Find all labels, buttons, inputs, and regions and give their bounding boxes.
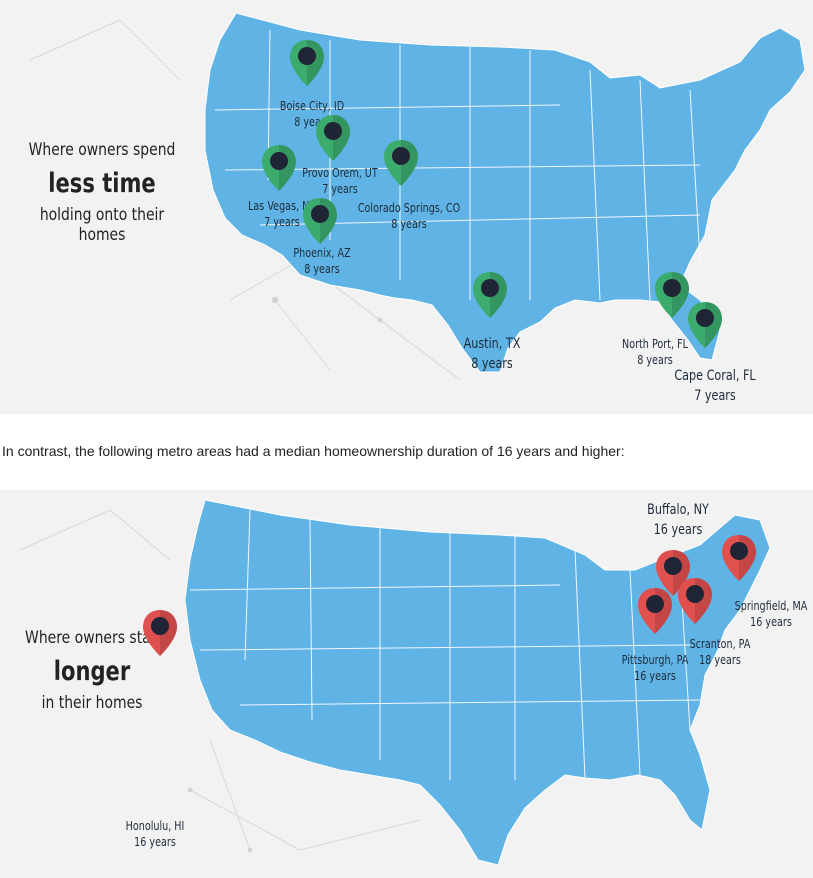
us-map [184, 499, 771, 866]
city-years: 16 years [134, 835, 176, 849]
city-name: Boise City, ID [279, 99, 345, 113]
city-name: Las Vegas, NV [248, 199, 316, 213]
city-label: Colorado Springs, CO 8 years [358, 200, 460, 232]
city-name: Cape Coral, FL [674, 368, 756, 384]
location-pin-icon[interactable] [637, 586, 673, 636]
location-pin-icon[interactable] [261, 143, 297, 193]
city-name: Buffalo, NY [647, 502, 709, 518]
city-years: 8 years [304, 262, 340, 276]
long-ownership-map-panel: Where owners stay longer in their homes … [0, 490, 813, 878]
location-pin-icon[interactable] [289, 38, 325, 88]
city-name: Honolulu, HI [125, 819, 185, 833]
us-mainland-shape [184, 499, 771, 866]
network-background [19, 509, 421, 853]
city-years: 16 years [750, 615, 792, 629]
city-label: Springfield, MA 16 years [735, 598, 808, 630]
side-caption-line3: holding onto their homes [39, 205, 165, 245]
city-label: Las Vegas, NV 7 years [248, 198, 316, 230]
us-mainland-shape [204, 12, 806, 373]
city-years: 16 years [634, 669, 676, 683]
city-years: 8 years [637, 353, 673, 367]
city-label: Cape Coral, FL 7 years [674, 366, 755, 406]
short-ownership-map-panel: Where owners spend less time holding ont… [0, 0, 813, 414]
city-label: Buffalo, NY 16 years [647, 500, 709, 540]
city-name: Scranton, PA [689, 637, 751, 651]
city-name: Springfield, MA [734, 599, 808, 613]
side-caption-line3: in their homes [41, 693, 143, 713]
city-label: Pittsburgh, PA 16 years [622, 652, 689, 684]
city-years: 18 years [699, 653, 741, 667]
side-caption: Where owners stay longer in their homes [2, 628, 182, 713]
city-label: Phoenix, AZ 8 years [293, 245, 350, 277]
city-name: Provo Orem, UT [302, 166, 378, 180]
city-label: Austin, TX 8 years [464, 334, 521, 374]
side-caption-line1: Where owners spend [28, 140, 176, 160]
city-name: Phoenix, AZ [293, 246, 351, 260]
location-pin-icon[interactable] [472, 270, 508, 320]
location-pin-icon[interactable] [677, 576, 713, 626]
location-pin-icon[interactable] [721, 533, 757, 583]
city-name: Pittsburgh, PA [621, 653, 689, 667]
city-years: 7 years [322, 182, 358, 196]
city-label: Scranton, PA 18 years [690, 636, 751, 668]
city-name: Austin, TX [463, 336, 521, 352]
city-years: 7 years [264, 215, 300, 229]
side-caption-emphasis: less time [48, 168, 156, 199]
city-years: 8 years [391, 217, 427, 231]
location-pin-icon[interactable] [383, 138, 419, 188]
side-caption-emphasis: longer [53, 656, 131, 687]
location-pin-icon[interactable] [654, 270, 690, 320]
location-pin-icon[interactable] [687, 300, 723, 350]
city-label: Boise City, ID 8 years [280, 98, 344, 130]
location-pin-icon[interactable] [302, 196, 338, 246]
location-pin-icon[interactable] [315, 113, 351, 163]
side-caption: Where owners spend less time holding ont… [12, 140, 192, 245]
location-pin-icon[interactable] [142, 608, 178, 658]
city-label: Provo Orem, UT 7 years [302, 165, 377, 197]
city-label: Honolulu, HI 16 years [126, 818, 185, 850]
city-years: 16 years [653, 522, 703, 538]
side-caption-line1: Where owners stay [25, 628, 159, 648]
city-label: North Port, FL 8 years [622, 336, 688, 368]
city-years: 7 years [694, 388, 736, 404]
city-years: 8 years [471, 356, 513, 372]
city-name: North Port, FL [622, 337, 688, 351]
us-map [204, 12, 806, 373]
city-name: Colorado Springs, CO [357, 201, 461, 215]
intro-paragraph: In contrast, the following metro areas h… [2, 443, 625, 459]
